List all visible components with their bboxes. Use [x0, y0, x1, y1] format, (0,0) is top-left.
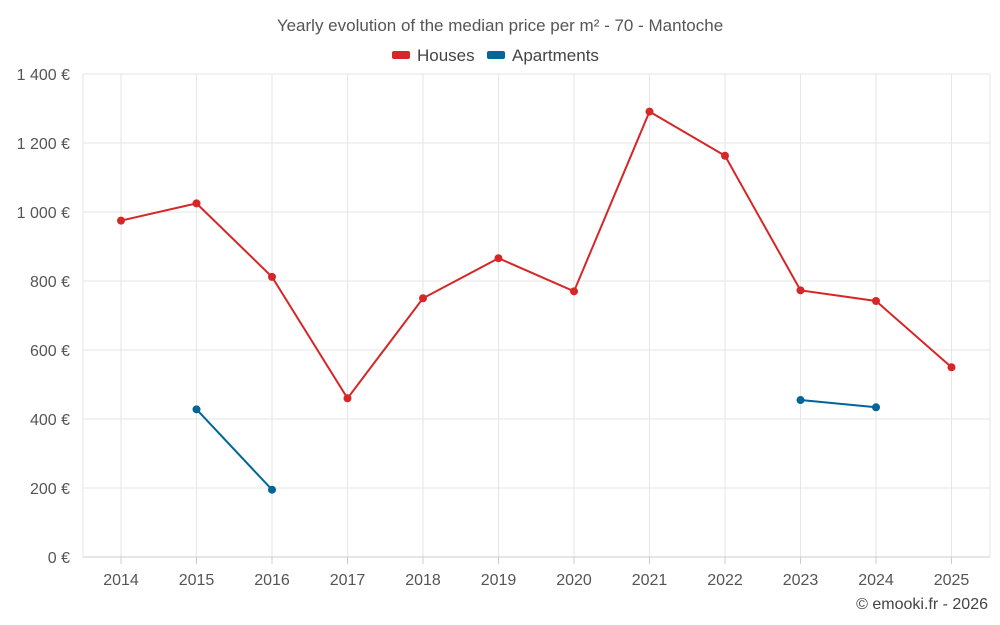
grid [82, 73, 991, 557]
legend-item-apartments[interactable]: Apartments [487, 46, 599, 65]
series-line-houses [120, 110, 953, 401]
data-point-houses-2025[interactable] [947, 363, 956, 372]
data-point-houses-2015[interactable] [192, 199, 201, 208]
legend[interactable]: Houses Apartments [392, 46, 599, 65]
x-tick-label: 2015 [179, 572, 215, 589]
data-point-houses-2021[interactable] [645, 107, 654, 116]
x-tick-label: 2022 [707, 572, 743, 589]
y-tick-label: 800 € [30, 274, 70, 291]
x-tick-label: 2018 [405, 572, 441, 589]
series [117, 107, 956, 494]
legend-label-houses: Houses [417, 46, 475, 65]
series-apartments [192, 396, 880, 494]
data-point-apartments-2016[interactable] [268, 485, 276, 494]
y-tick-label: 600 € [30, 343, 70, 360]
data-point-houses-2022[interactable] [721, 151, 729, 160]
data-point-houses-2020[interactable] [570, 287, 578, 296]
y-tick-label: 1 200 € [17, 136, 70, 153]
y-tick-label: 200 € [30, 481, 70, 498]
data-point-houses-2024[interactable] [872, 297, 880, 306]
axes: 0 € 200 € 400 € 600 € 800 € 1 000 € 1 200 € 1 4… [17, 67, 990, 589]
y-tick-label: 1 400 € [17, 67, 70, 84]
x-tick-label: 2023 [783, 572, 819, 589]
data-point-houses-2023[interactable] [796, 286, 805, 295]
legend-label-apartments: Apartments [512, 46, 599, 65]
data-point-houses-2016[interactable] [268, 272, 276, 281]
y-tick-label: 0 € [48, 550, 70, 567]
chart-title: Yearly evolution of the median price per… [277, 16, 723, 35]
series-houses [117, 107, 956, 403]
data-point-apartments-2023[interactable] [796, 396, 805, 405]
data-point-houses-2019[interactable] [494, 254, 503, 263]
data-point-apartments-2024[interactable] [872, 403, 880, 412]
y-tick-label: 1 000 € [17, 205, 70, 222]
x-tick-label: 2021 [632, 572, 668, 589]
data-point-houses-2017[interactable] [343, 394, 352, 403]
data-point-apartments-2015[interactable] [192, 405, 201, 414]
y-tick-label: 400 € [30, 412, 70, 429]
x-tick-label: 2019 [481, 572, 517, 589]
legend-swatch-houses [392, 51, 410, 59]
series-line-apartments [195, 408, 273, 491]
x-tick-label: 2025 [934, 572, 970, 589]
data-point-houses-2014[interactable] [117, 216, 125, 225]
x-tick-label: 2016 [254, 572, 290, 589]
credit-text: © emooki.fr - 2026 [856, 596, 988, 613]
data-point-houses-2018[interactable] [419, 294, 427, 303]
x-tick-label: 2020 [556, 572, 592, 589]
series-line-apartments [800, 399, 877, 409]
legend-swatch-apartments [487, 51, 505, 59]
legend-item-houses[interactable]: Houses [392, 46, 475, 65]
x-tick-label: 2017 [330, 572, 366, 589]
x-tick-label: 2014 [103, 572, 139, 589]
x-tick-label: 2024 [858, 572, 894, 589]
